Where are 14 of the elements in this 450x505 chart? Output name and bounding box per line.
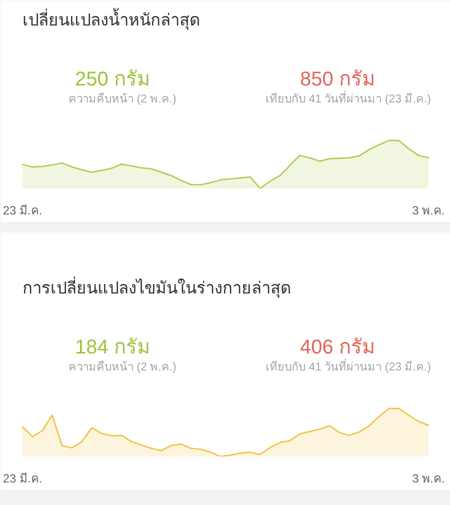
text: ความคืบหน้า (2 พ.ค.) — [68, 92, 177, 106]
x-tick-label: 3 พ.ค. — [412, 472, 445, 486]
text: เทียบกับ 41 วันที่ผ่านมา (23 มี.ค.) — [266, 90, 432, 106]
text: 184 กรัม — [75, 336, 150, 358]
text: ความคืบหน้า (2 พ.ค.) — [68, 360, 177, 374]
text: เทียบกับ 41 วันที่ผ่านมา (23 มี.ค.) — [266, 358, 432, 374]
text: 406 กรัม — [300, 336, 375, 358]
text: 250 กรัม — [75, 68, 150, 90]
chart-title: การเปลี่ยนแปลงไขมันในร่างกายล่าสุด — [22, 276, 292, 298]
x-tick-label: 23 มี.ค. — [2, 472, 42, 486]
text: 850 กรัม — [300, 68, 375, 90]
x-tick-label: 23 มี.ค. — [2, 204, 42, 218]
chart-title: เปลี่ยนแปลงน้ำหนักล่าสุด — [22, 8, 200, 30]
x-tick-label: 3 พ.ค. — [412, 204, 445, 218]
